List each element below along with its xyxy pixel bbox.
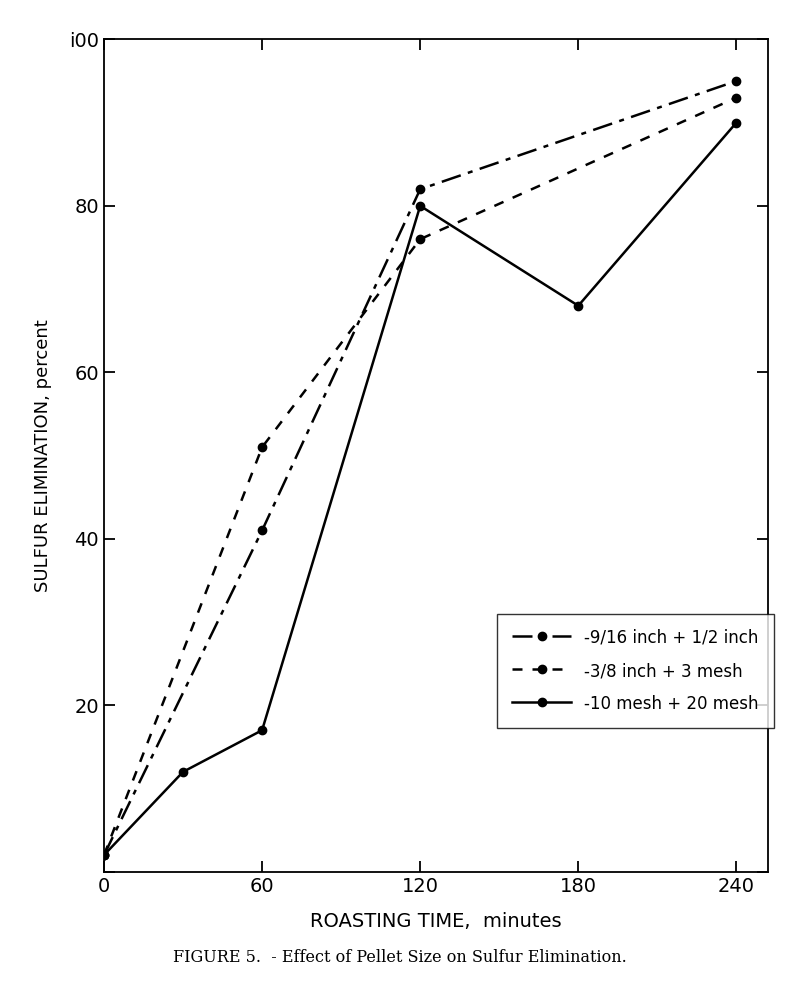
X-axis label: ROASTING TIME,  minutes: ROASTING TIME, minutes: [310, 912, 562, 931]
Y-axis label: SULFUR ELIMINATION, percent: SULFUR ELIMINATION, percent: [34, 319, 53, 592]
Legend: -9/16 inch + 1/2 inch, -3/8 inch + 3 mesh, -10 mesh + 20 mesh: -9/16 inch + 1/2 inch, -3/8 inch + 3 mes…: [498, 614, 774, 728]
Text: FIGURE 5.  - Effect of Pellet Size on Sulfur Elimination.: FIGURE 5. - Effect of Pellet Size on Sul…: [173, 949, 627, 966]
